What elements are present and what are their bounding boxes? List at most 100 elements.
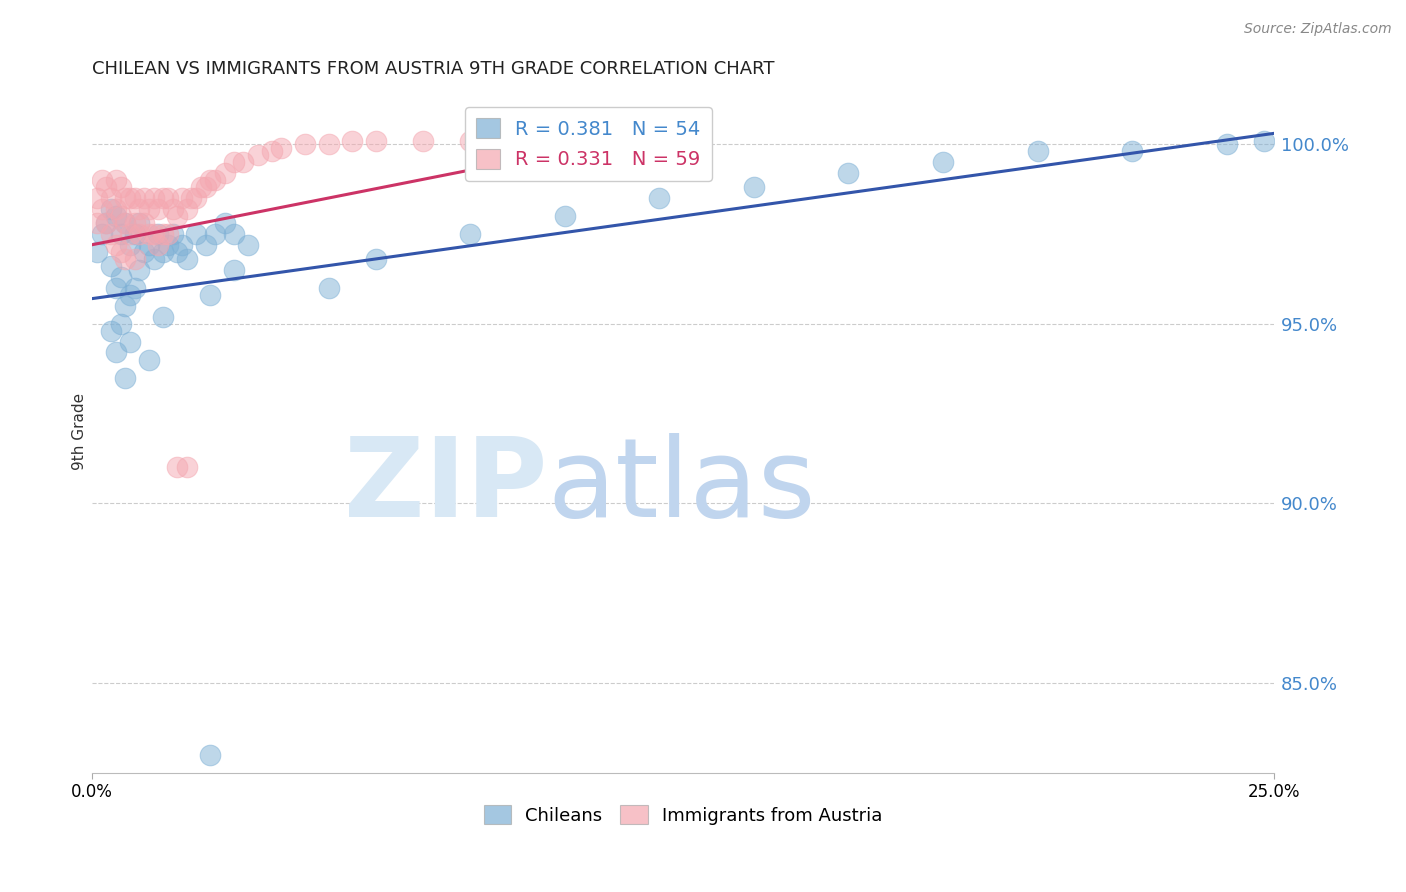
Point (260, 145, 283, 159)
Point (204, 173, 226, 187)
Point (118, 334, 141, 349)
Point (186, 191, 208, 205)
Point (134, 191, 156, 205)
Point (128, 216, 150, 230)
Point (648, 191, 671, 205)
Point (104, 281, 127, 295)
Point (238, 237, 260, 252)
Point (1026, 145, 1049, 159)
Point (1121, 145, 1143, 159)
Point (837, 166, 859, 180)
Point (190, 180, 212, 194)
Point (124, 191, 146, 205)
Point (170, 237, 193, 252)
Point (142, 191, 165, 205)
Point (110, 227, 132, 241)
Point (124, 281, 146, 295)
Point (156, 237, 179, 252)
Point (118, 288, 141, 302)
Point (138, 202, 160, 216)
Point (110, 244, 132, 259)
Title: CHILEAN VS IMMIGRANTS FROM AUSTRIA 9TH GRADE CORRELATION CHART: CHILEAN VS IMMIGRANTS FROM AUSTRIA 9TH G… (93, 60, 775, 78)
Point (96, 180, 118, 194)
Point (166, 460, 188, 475)
Point (246, 148, 269, 162)
Point (142, 227, 165, 241)
Point (166, 209, 188, 223)
Text: atlas: atlas (547, 433, 815, 540)
Point (90, 202, 112, 216)
Point (110, 317, 132, 331)
Point (222, 155, 245, 169)
Point (152, 310, 174, 324)
Point (176, 252, 198, 266)
Point (1215, 137, 1237, 152)
Point (214, 216, 236, 230)
Point (86, 216, 108, 230)
Point (96, 216, 118, 230)
Point (104, 237, 127, 252)
Point (90, 173, 112, 187)
Point (412, 134, 434, 148)
Point (100, 260, 122, 274)
Point (128, 227, 150, 241)
Point (128, 202, 150, 216)
Point (134, 244, 156, 259)
Point (100, 202, 122, 216)
Point (176, 460, 198, 475)
Point (114, 216, 136, 230)
Point (124, 216, 146, 230)
Point (86, 191, 108, 205)
Point (110, 180, 132, 194)
Point (138, 237, 160, 252)
Point (194, 237, 217, 252)
Point (194, 180, 217, 194)
Point (104, 202, 127, 216)
Point (148, 202, 170, 216)
Point (114, 216, 136, 230)
Point (128, 263, 150, 277)
Point (200, 747, 222, 762)
Point (270, 141, 292, 155)
Point (118, 227, 141, 241)
Point (204, 227, 226, 241)
Point (460, 134, 482, 148)
Point (318, 281, 340, 295)
Point (152, 244, 174, 259)
Point (200, 288, 222, 302)
Point (162, 202, 184, 216)
Point (152, 227, 174, 241)
Point (180, 191, 202, 205)
Point (134, 216, 156, 230)
Point (156, 227, 179, 241)
Point (200, 173, 222, 187)
Point (554, 209, 576, 223)
Point (364, 252, 387, 266)
Point (152, 191, 174, 205)
Point (114, 191, 136, 205)
Point (118, 191, 141, 205)
Point (124, 227, 146, 241)
Y-axis label: 9th Grade: 9th Grade (72, 393, 87, 470)
Point (124, 252, 146, 266)
Point (1253, 134, 1275, 148)
Point (742, 180, 765, 194)
Point (222, 227, 245, 241)
Point (170, 191, 193, 205)
Point (96, 216, 118, 230)
Point (114, 370, 136, 384)
Point (86, 244, 108, 259)
Point (104, 173, 127, 187)
Text: Source: ZipAtlas.com: Source: ZipAtlas.com (1244, 22, 1392, 37)
Point (104, 345, 127, 359)
Point (110, 270, 132, 285)
Point (138, 352, 160, 367)
Point (142, 252, 165, 266)
Point (932, 155, 955, 169)
Point (176, 202, 198, 216)
Point (294, 137, 316, 152)
Point (104, 209, 127, 223)
Point (148, 237, 170, 252)
Point (110, 209, 132, 223)
Point (114, 252, 136, 266)
